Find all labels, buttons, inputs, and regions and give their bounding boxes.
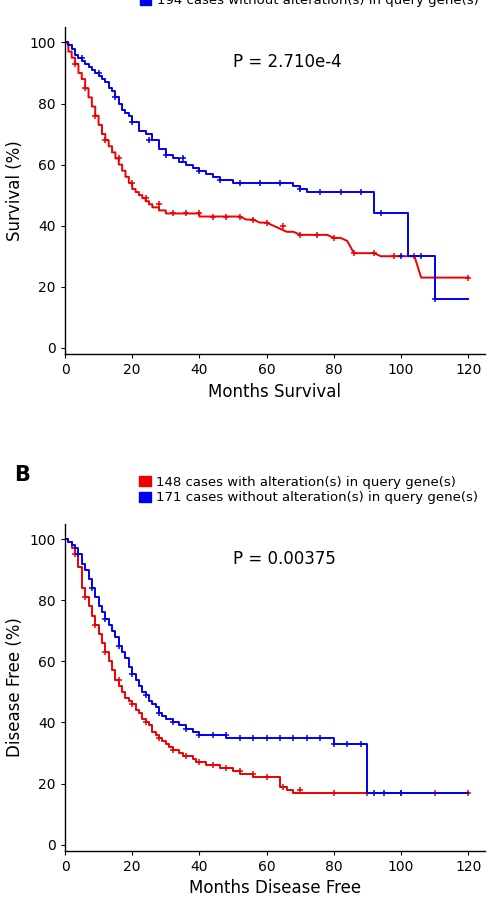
Text: P = 0.00375: P = 0.00375 <box>233 550 336 568</box>
Y-axis label: Disease Free (%): Disease Free (%) <box>6 617 24 757</box>
X-axis label: Months Disease Free: Months Disease Free <box>189 880 361 897</box>
Y-axis label: Survival (%): Survival (%) <box>6 140 24 241</box>
X-axis label: Months Survival: Months Survival <box>208 383 342 401</box>
Legend: 148 cases with alteration(s) in query gene(s), 171 cases without alteration(s) i: 148 cases with alteration(s) in query ge… <box>139 476 478 504</box>
Text: B: B <box>14 465 30 485</box>
Text: P = 2.710e-4: P = 2.710e-4 <box>233 53 342 71</box>
Legend: 176 cases with alteration(s) in query gene(s), 194 cases without alteration(s) i: 176 cases with alteration(s) in query ge… <box>140 0 478 7</box>
